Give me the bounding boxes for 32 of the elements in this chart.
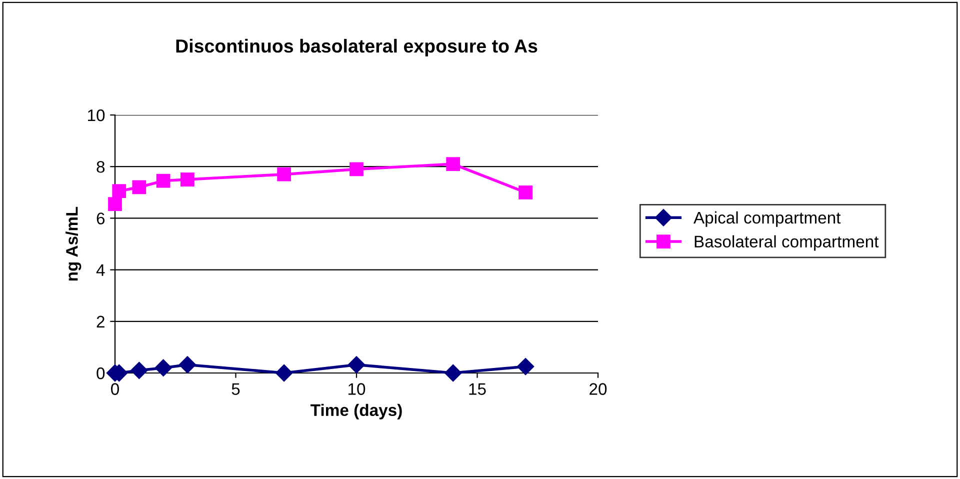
x-tick-label: 20 <box>590 383 607 395</box>
y-tick-label: 6 <box>96 212 105 224</box>
x-tick-label: 0 <box>111 383 119 395</box>
y-tick-label: 4 <box>96 264 105 276</box>
point <box>178 356 196 374</box>
point <box>517 358 534 376</box>
legend-label: Basolateral compartment <box>694 235 879 251</box>
x-axis-title: Time (days) <box>310 404 402 420</box>
point <box>276 364 293 382</box>
y-tick-label: 8 <box>96 161 105 173</box>
x-tick-label: 10 <box>348 383 366 395</box>
point <box>518 185 532 200</box>
point <box>108 197 122 211</box>
legend-label: Apical compartment <box>694 211 841 227</box>
point <box>348 356 366 374</box>
y-tick-label: 0 <box>96 367 105 380</box>
y-tick-label: 2 <box>96 316 104 328</box>
point <box>132 180 146 194</box>
point <box>446 157 460 171</box>
point <box>180 172 194 186</box>
chart-title: Discontinuos basolateral exposure to As <box>176 38 538 56</box>
y-tick-label: 10 <box>88 109 105 122</box>
point <box>444 364 462 382</box>
point <box>350 162 364 176</box>
point <box>277 167 291 182</box>
point <box>130 362 148 379</box>
point <box>154 359 172 376</box>
point <box>156 174 170 188</box>
y-axis-title: ng As/mL <box>66 206 82 281</box>
x-tick-label: 5 <box>232 383 240 395</box>
x-tick-label: 15 <box>469 383 486 395</box>
point <box>112 184 126 198</box>
